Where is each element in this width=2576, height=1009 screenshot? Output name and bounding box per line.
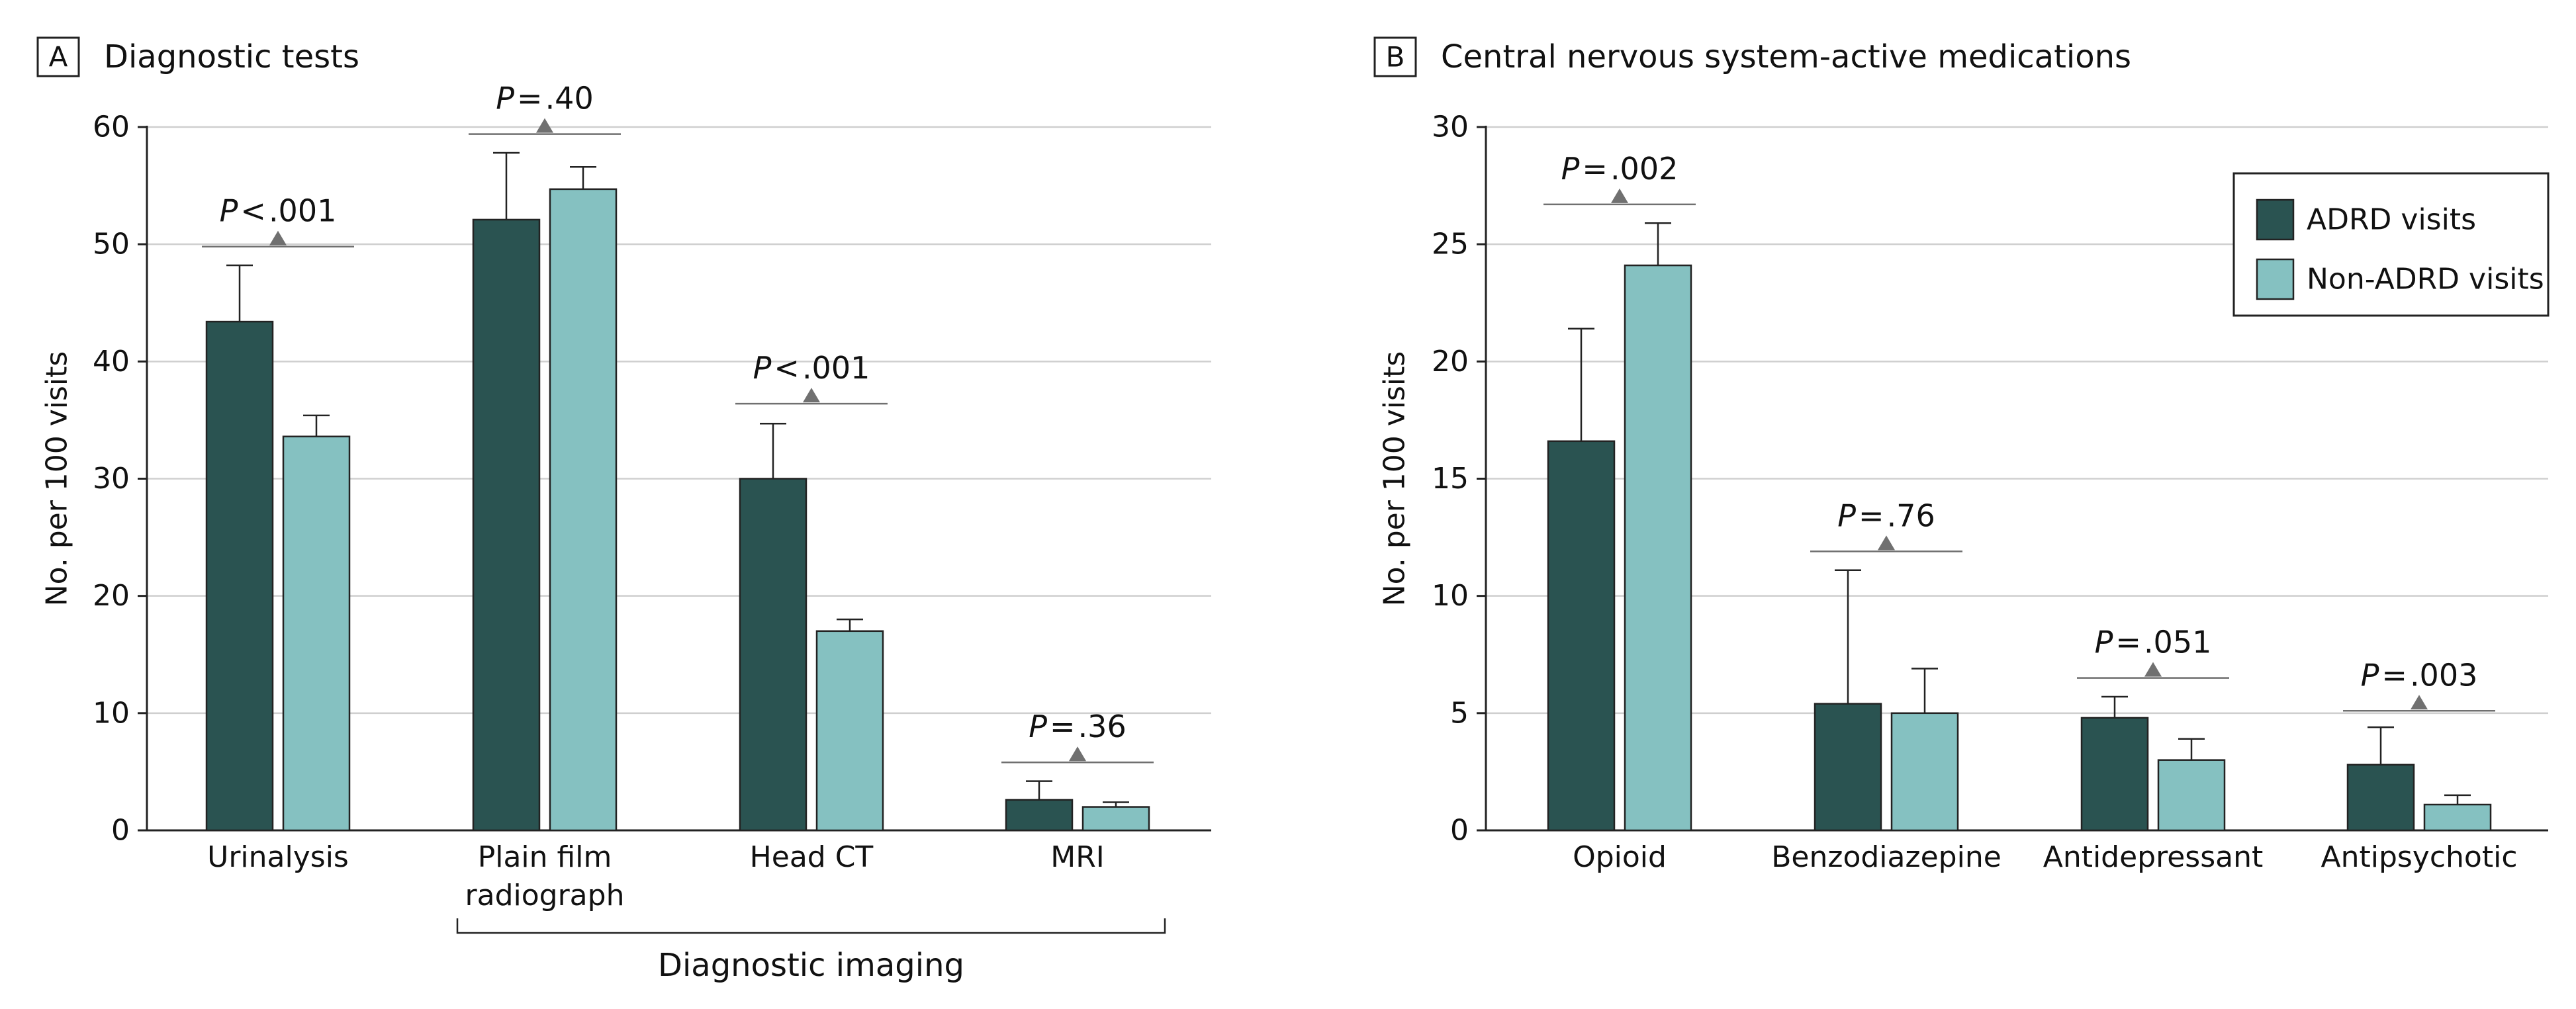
- bar-non-adrd: [2157, 759, 2226, 832]
- bar-adrd: [739, 478, 807, 832]
- y-tick-label: 50: [93, 228, 130, 261]
- bar-adrd: [472, 218, 541, 832]
- pvalue-marker: [1878, 535, 1895, 550]
- x-category-label: MRI: [1050, 840, 1105, 874]
- bar-non-adrd: [282, 435, 351, 832]
- y-tick-label: 20: [93, 579, 130, 613]
- bar-adrd: [1547, 440, 1616, 832]
- y-tick-label: 30: [1432, 110, 1469, 144]
- bar-non-adrd: [1081, 806, 1150, 832]
- pvalue-label: P=.40: [496, 81, 593, 116]
- bar-adrd: [2346, 764, 2415, 832]
- bar-non-adrd: [815, 630, 884, 832]
- bar-adrd: [1005, 799, 1074, 832]
- group-bracket: [456, 918, 1166, 934]
- x-category-label: Urinalysis: [207, 840, 349, 874]
- panel-letter: B: [1386, 41, 1405, 73]
- y-tick-label: 0: [1450, 814, 1469, 848]
- panel-title: Central nervous system-active medication…: [1441, 38, 2131, 75]
- panel-title: Diagnostic tests: [104, 38, 359, 75]
- bar-non-adrd: [2423, 803, 2492, 832]
- y-tick-label: 30: [93, 462, 130, 496]
- pvalue-label: P=.002: [1561, 151, 1679, 187]
- y-tick-label: 0: [111, 814, 130, 848]
- bar-non-adrd: [1624, 264, 1692, 832]
- bar-adrd: [2080, 717, 2149, 832]
- pvalue-marker: [1611, 188, 1628, 203]
- y-tick-label: 10: [93, 696, 130, 730]
- panel-letter: A: [49, 41, 68, 73]
- panel-a: A Diagnostic tests 0 10 20 30 40 50 60 No. per 10…: [36, 36, 1211, 984]
- bar-adrd: [205, 320, 274, 832]
- pvalue-label: P<.001: [220, 193, 337, 229]
- pvalue-marker: [269, 230, 287, 245]
- pvalue-label: P=.36: [1029, 709, 1126, 744]
- x-category-label: Head CT: [750, 840, 874, 874]
- legend-swatch: [2256, 198, 2295, 241]
- x-category-label: Antidepressant: [2043, 840, 2264, 874]
- x-category-label: Opioid: [1573, 840, 1667, 874]
- pvalue-marker: [1069, 746, 1086, 762]
- x-category-label: Plain film: [478, 840, 612, 874]
- y-tick-label: 5: [1450, 696, 1469, 730]
- x-category-label: Benzodiazepine: [1771, 840, 2001, 874]
- bar-non-adrd: [549, 188, 618, 832]
- panel-letter-box: [36, 36, 80, 77]
- panel-b: B Central nervous system-active medicatio…: [1373, 36, 2550, 874]
- y-axis-label: No. per 100 visits: [40, 351, 74, 607]
- y-tick-label: 15: [1432, 462, 1469, 496]
- pvalue-marker: [536, 118, 553, 133]
- y-axis-label: No. per 100 visits: [1378, 351, 1412, 607]
- x-category-label: Antipsychotic: [2321, 840, 2517, 874]
- legend-swatch: [2256, 258, 2295, 300]
- pvalue-label: P=.003: [2361, 657, 2478, 693]
- pvalue-label: P=.051: [2095, 625, 2212, 660]
- pvalue-label: P<.001: [753, 350, 870, 386]
- pvalue-marker: [2411, 695, 2428, 710]
- legend-label: Non-ADRD visits: [2307, 263, 2544, 296]
- y-tick-label: 10: [1432, 579, 1469, 613]
- panel-letter-box: [1373, 36, 1417, 77]
- bar-non-adrd: [1890, 712, 1959, 832]
- pvalue-marker: [803, 388, 820, 403]
- pvalue-marker: [2144, 662, 2162, 677]
- y-tick-label: 20: [1432, 345, 1469, 378]
- y-tick-label: 40: [93, 345, 130, 378]
- x-category-label: radiograph: [465, 879, 625, 912]
- group-bracket-label: Diagnostic imaging: [658, 947, 964, 984]
- y-tick-label: 60: [93, 110, 130, 144]
- y-tick-label: 25: [1432, 228, 1469, 261]
- legend-label: ADRD visits: [2307, 203, 2476, 237]
- pvalue-label: P=.76: [1837, 498, 1935, 533]
- bar-adrd: [1814, 703, 1882, 832]
